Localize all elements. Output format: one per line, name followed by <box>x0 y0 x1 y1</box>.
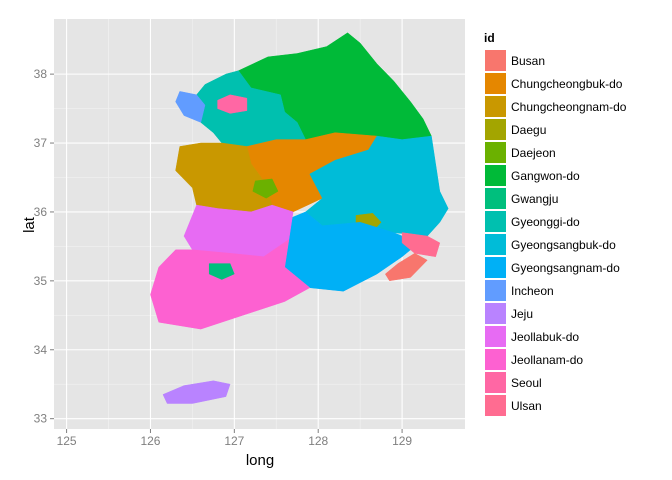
legend-title: id <box>484 31 495 45</box>
y-tick-label: 35 <box>34 274 48 288</box>
legend-label: Chungcheongbuk-do <box>511 77 623 91</box>
y-tick-label: 36 <box>34 205 48 219</box>
y-tick-label: 33 <box>34 412 48 426</box>
x-tick-label: 127 <box>224 434 244 448</box>
legend-key <box>485 257 506 278</box>
x-axis-title: long <box>246 452 274 469</box>
x-tick-label: 128 <box>308 434 328 448</box>
legend-key <box>485 211 506 232</box>
legend-label: Gwangju <box>511 192 558 206</box>
legend-label: Jeju <box>511 307 533 321</box>
legend-key <box>485 73 506 94</box>
region-jeollanam-do <box>150 239 311 330</box>
legend-label: Seoul <box>511 376 542 390</box>
legend-key <box>485 349 506 370</box>
legend-key <box>485 142 506 163</box>
y-tick-label: 38 <box>34 67 48 81</box>
region-incheon <box>175 91 206 123</box>
legend-label: Incheon <box>511 284 554 298</box>
legend-key <box>485 326 506 347</box>
region-gwangju <box>208 263 235 280</box>
legend-key <box>485 165 506 186</box>
legend-key <box>485 395 506 416</box>
legend-key <box>485 372 506 393</box>
y-tick-label: 37 <box>34 136 48 150</box>
legend-key <box>485 234 506 255</box>
x-tick-label: 126 <box>140 434 160 448</box>
legend-label: Daegu <box>511 123 546 137</box>
legend-label: Gangwon-do <box>511 169 580 183</box>
region-seoul <box>217 94 248 114</box>
region-daejeon <box>252 178 279 199</box>
x-axis: 125 126 127 128 129 <box>57 429 412 448</box>
legend-label: Gyeonggi-do <box>511 215 580 229</box>
legend-label: Busan <box>511 54 545 68</box>
legend-label: Jeollabuk-do <box>511 330 579 344</box>
y-tick-label: 34 <box>34 343 48 357</box>
region-jeju <box>162 380 231 404</box>
legend-key <box>485 119 506 140</box>
legend-label: Daejeon <box>511 146 556 160</box>
region-ulsan <box>401 232 441 257</box>
x-tick-label: 129 <box>392 434 412 448</box>
x-tick-label: 125 <box>57 434 77 448</box>
region-busan <box>385 253 428 282</box>
legend-key <box>485 96 506 117</box>
legend: id Busan Chungcheongbuk-do Chungcheongnam-… <box>484 31 627 416</box>
legend-key <box>485 188 506 209</box>
legend-label: Gyeongsangbuk-do <box>511 238 616 252</box>
legend-label: Chungcheongnam-do <box>511 100 627 114</box>
legend-label: Ulsan <box>511 399 542 413</box>
legend-key <box>485 303 506 324</box>
map-regions <box>150 32 449 404</box>
y-axis-title: lat <box>21 216 38 233</box>
legend-label: Gyeongsangnam-do <box>511 261 620 275</box>
legend-key <box>485 50 506 71</box>
legend-label: Jeollanam-do <box>511 353 583 367</box>
legend-key <box>485 280 506 301</box>
y-axis: 33 34 35 36 37 38 <box>34 67 54 426</box>
